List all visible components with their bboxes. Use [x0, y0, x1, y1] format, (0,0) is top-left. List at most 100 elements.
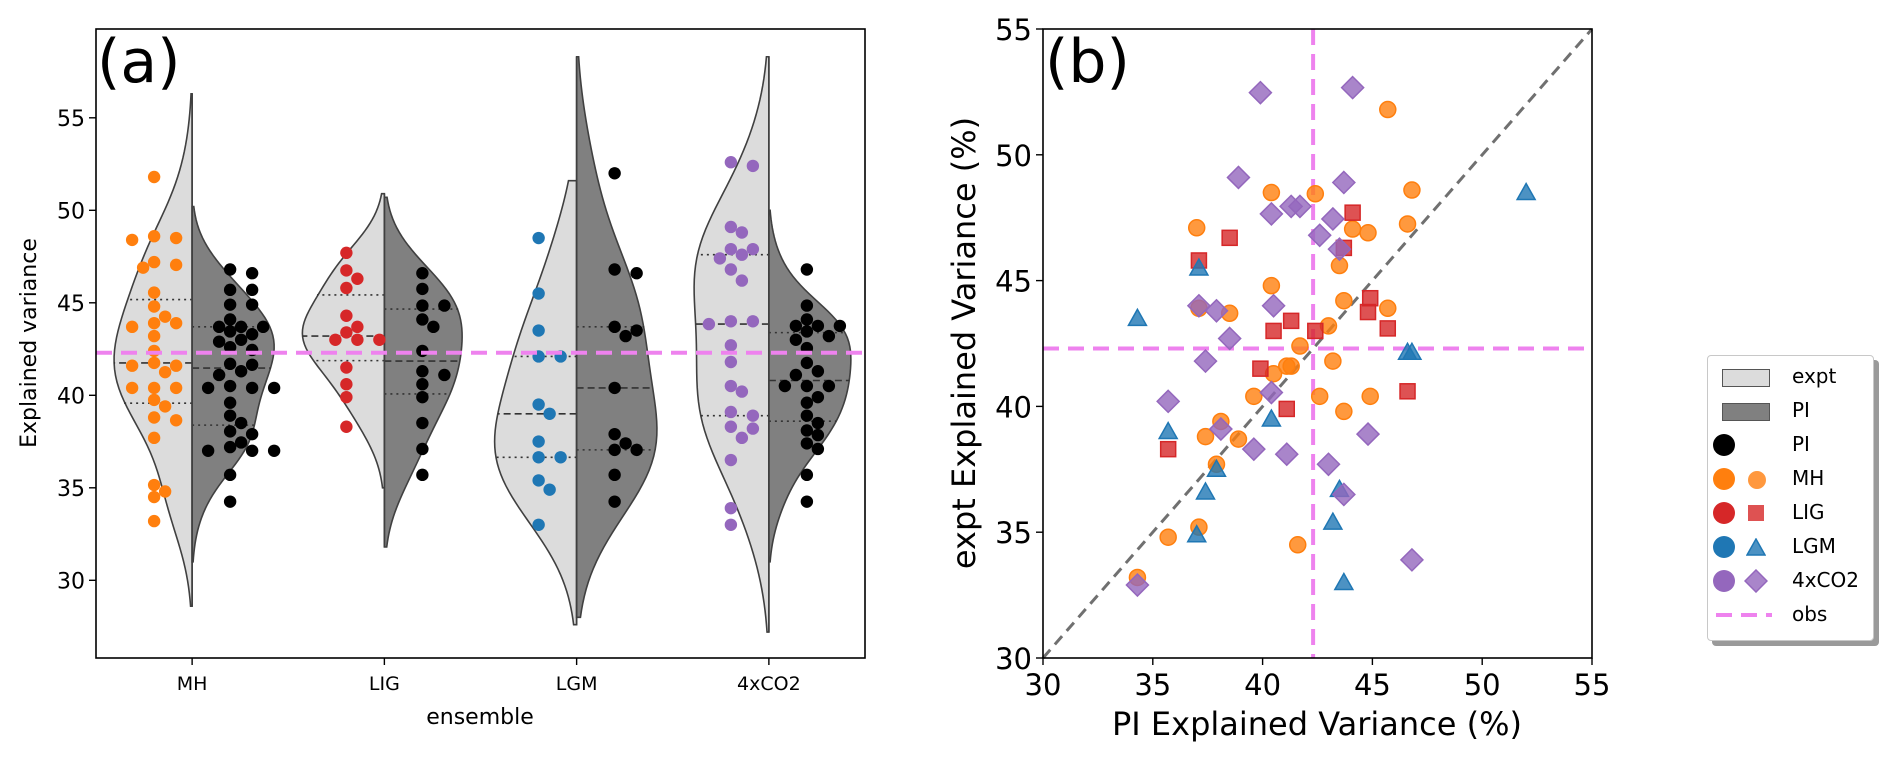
pi-dot-4xco2 — [800, 409, 814, 422]
point-lgm — [1188, 257, 1210, 276]
pi-dot-lig — [438, 368, 451, 382]
pi-dot-mh — [212, 335, 226, 348]
legend: expt PI PI MH LIG LGM 4xCO2 obs — [1707, 355, 1874, 641]
panel-label: (b) — [1045, 27, 1130, 97]
pi-dot-mh — [223, 409, 237, 422]
x-axis-ticks: MH LIG LGM 4xCO2 — [177, 658, 801, 695]
expt-dot-mh — [147, 300, 161, 313]
pi-dot-mh — [245, 267, 259, 280]
pi-dot-4xco2 — [789, 333, 803, 346]
point-lgm — [1186, 524, 1208, 543]
point-lgm — [1127, 307, 1148, 327]
pi-dot-4xco2 — [822, 329, 836, 343]
pi-dot-lgm — [619, 329, 632, 343]
pi-dot-lig — [416, 267, 429, 280]
expt-dot-lig — [340, 361, 353, 374]
point-4xco2 — [1331, 170, 1356, 195]
point-mh — [1343, 220, 1362, 238]
point-lig — [1344, 204, 1361, 221]
expt-dot-4xco2 — [746, 422, 760, 435]
x-tick-label: LIG — [369, 673, 400, 695]
expt-dot-lig — [340, 264, 353, 277]
expt-dot-4xco2 — [724, 379, 738, 393]
x-axis-label: ensemble — [426, 705, 534, 730]
pi-dot-lig — [427, 320, 440, 334]
point-4xco2 — [1208, 416, 1233, 442]
pi-dot-lgm — [608, 443, 621, 457]
expt-dot-4xco2 — [724, 355, 738, 369]
point-4xco2 — [1125, 572, 1150, 598]
pi-dot-mh — [223, 468, 237, 482]
pi-dot-lgm — [608, 320, 621, 334]
pi-dot-mh — [245, 427, 259, 441]
point-4xco2 — [1248, 80, 1273, 105]
point-mh — [1196, 427, 1215, 446]
pi-dot-mh — [201, 444, 215, 457]
point-lig — [1307, 322, 1324, 340]
expt-dot-4xco2 — [724, 156, 738, 169]
expt-dot-mh — [136, 261, 150, 274]
point-mh — [1291, 337, 1309, 355]
point-4xco2 — [1259, 380, 1284, 405]
pi-dot-4xco2 — [833, 319, 847, 333]
y-tick-label: 30 — [995, 642, 1032, 676]
point-4xco2 — [1316, 452, 1341, 477]
point-mh — [1288, 536, 1307, 554]
pi-dot-4xco2 — [800, 263, 814, 276]
expt-dot-lig — [351, 333, 364, 346]
x-tick-label: 30 — [1025, 668, 1062, 702]
point-lig — [1359, 303, 1377, 321]
expt-dot-4xco2 — [746, 159, 760, 173]
point-4xco2 — [1193, 349, 1218, 374]
y-tick-label: 55 — [995, 13, 1032, 47]
point-4xco2 — [1217, 326, 1242, 351]
x-tick-label: 55 — [1574, 668, 1611, 702]
x-axis-ticks: 30 35 40 45 50 55 — [1025, 658, 1611, 702]
y-tick-label: 35 — [57, 477, 85, 502]
pi-dot-lig — [438, 299, 451, 312]
legend-entry-expt: expt — [1708, 362, 1873, 392]
point-lig — [1361, 289, 1379, 307]
point-mh — [1361, 387, 1379, 406]
point-mh — [1403, 181, 1421, 199]
y-tick-label: 35 — [995, 516, 1032, 550]
expt-dot-4xco2 — [735, 274, 749, 287]
expt-dot-4xco2 — [724, 501, 738, 515]
pi-dot-mh — [234, 416, 248, 430]
pi-dot-mh — [223, 440, 237, 454]
expt-dot-4xco2 — [724, 315, 738, 328]
purple-dot-icon — [1713, 570, 1735, 592]
pi-dot-mh — [212, 320, 226, 334]
pi-dot-4xco2 — [800, 437, 814, 450]
panel-label: (a) — [97, 27, 181, 97]
plot-frame — [95, 28, 866, 659]
pi-dot-mh — [223, 283, 237, 297]
expt-dot-lig — [340, 378, 353, 391]
pi-dot-lgm — [630, 267, 643, 280]
point-lgm — [1322, 511, 1344, 530]
pi-dot-4xco2 — [811, 416, 825, 430]
point-4xco2 — [1204, 298, 1229, 323]
point-4xco2 — [1156, 389, 1181, 414]
y-tick-label: 30 — [57, 569, 85, 594]
legend-entry-mh: MH — [1708, 464, 1873, 494]
y-tick-label: 40 — [57, 384, 85, 409]
pi-dot-mh — [267, 381, 281, 395]
point-lig — [1221, 229, 1238, 247]
pi-dot-mh — [223, 396, 237, 409]
pi-dot-lgm — [608, 167, 621, 180]
pi-dot-lgm — [630, 324, 643, 337]
expt-dot-lgm — [532, 231, 545, 245]
x-tick-label: 4xCO2 — [737, 673, 801, 695]
pi-dot-lgm — [630, 443, 643, 457]
point-lgm — [1515, 182, 1537, 201]
expt-dot-mh — [147, 286, 161, 299]
pi-dot-mh — [234, 320, 248, 334]
pi-dot-mh — [245, 381, 259, 395]
expt-dot-mh — [169, 316, 183, 330]
expt-dot-lig — [340, 309, 353, 322]
expt-dot-mh — [147, 170, 161, 184]
expt-dot-lig — [329, 333, 342, 346]
pi-dot-lgm — [608, 495, 621, 508]
pi-dot-lgm — [608, 468, 621, 482]
